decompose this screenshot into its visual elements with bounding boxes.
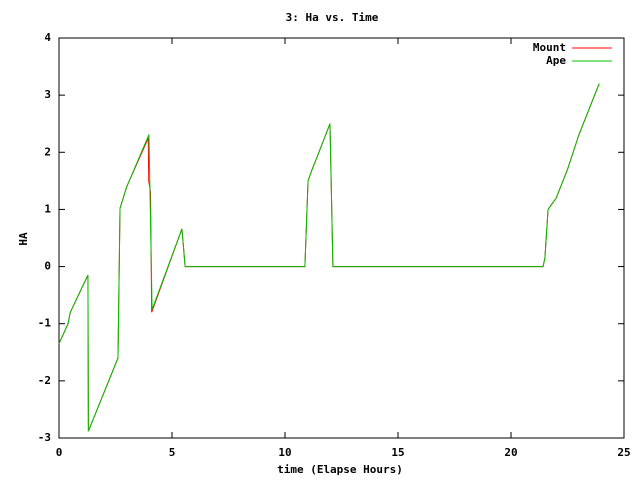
y-tick-label: 0 <box>44 260 51 273</box>
x-tick-label: 10 <box>278 446 291 459</box>
chart-title: 3: Ha vs. Time <box>286 11 379 24</box>
y-tick-label: 4 <box>44 31 51 44</box>
x-axis-label: time (Elapse Hours) <box>277 463 403 476</box>
x-tick-label: 0 <box>56 446 63 459</box>
x-tick-label: 20 <box>504 446 517 459</box>
series-line <box>58 83 600 432</box>
y-axis-label: HA <box>17 232 30 246</box>
y-tick-label: 2 <box>44 145 51 158</box>
legend-label: Ape <box>546 54 566 67</box>
x-tick-label: 15 <box>391 446 404 459</box>
x-tick-label: 5 <box>169 446 176 459</box>
y-tick-label: 1 <box>44 202 51 215</box>
x-tick-label: 25 <box>617 446 630 459</box>
plot-border <box>58 37 625 439</box>
legend-label: Mount <box>533 41 566 54</box>
y-tick-label: -3 <box>38 431 51 444</box>
y-tick-label: -1 <box>38 317 52 330</box>
y-tick-label: 3 <box>44 88 51 101</box>
y-tick-label: -2 <box>38 374 51 387</box>
